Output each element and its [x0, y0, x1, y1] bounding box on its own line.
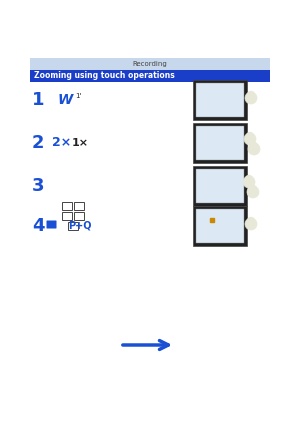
FancyBboxPatch shape: [30, 58, 270, 70]
Circle shape: [247, 186, 259, 198]
Text: Recording: Recording: [133, 61, 167, 67]
Circle shape: [248, 143, 260, 155]
Text: 2×: 2×: [52, 137, 72, 150]
Circle shape: [249, 185, 257, 192]
FancyBboxPatch shape: [193, 80, 247, 120]
FancyBboxPatch shape: [193, 206, 247, 246]
FancyBboxPatch shape: [196, 169, 244, 203]
Circle shape: [247, 217, 255, 225]
FancyBboxPatch shape: [46, 220, 56, 229]
FancyBboxPatch shape: [193, 123, 247, 163]
FancyBboxPatch shape: [30, 70, 270, 82]
Text: 1: 1: [32, 91, 44, 109]
Text: P+Q: P+Q: [68, 221, 92, 231]
Text: 4: 4: [32, 217, 44, 235]
Circle shape: [245, 92, 257, 104]
FancyBboxPatch shape: [196, 83, 244, 117]
Text: 2: 2: [32, 134, 44, 152]
FancyBboxPatch shape: [193, 166, 247, 206]
Circle shape: [250, 142, 258, 150]
Circle shape: [243, 176, 255, 188]
FancyBboxPatch shape: [196, 126, 244, 160]
Circle shape: [244, 133, 256, 145]
Text: W: W: [57, 93, 73, 107]
Circle shape: [246, 132, 254, 139]
Circle shape: [247, 91, 255, 99]
FancyBboxPatch shape: [196, 209, 244, 243]
Text: 3: 3: [32, 177, 44, 195]
Text: 1': 1': [75, 93, 81, 99]
Circle shape: [245, 175, 253, 183]
Text: Zooming using touch operations: Zooming using touch operations: [34, 72, 175, 81]
Text: 1×: 1×: [71, 138, 88, 148]
Circle shape: [245, 218, 257, 230]
